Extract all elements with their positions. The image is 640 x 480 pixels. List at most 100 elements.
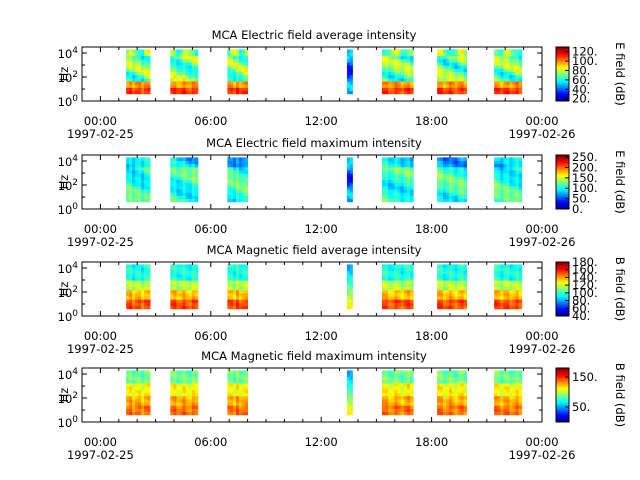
spectrogram-cell xyxy=(437,289,441,294)
spectrogram-cell xyxy=(230,392,234,397)
spectrogram-cell xyxy=(506,283,510,287)
spectrogram-cell xyxy=(463,405,467,409)
spectrogram-cell xyxy=(135,370,139,374)
spectrogram-cell xyxy=(132,179,136,184)
colorbar: 180.160.140.120.100.80.60.40. B field (dB… xyxy=(555,255,627,323)
spectrogram-cell xyxy=(346,71,351,76)
spectrogram-cell xyxy=(173,49,177,53)
spectrogram-cell xyxy=(176,277,180,281)
spectrogram-cell xyxy=(238,264,243,268)
spectrogram-cell xyxy=(403,289,408,294)
spectrogram-cell xyxy=(381,289,386,294)
spectrogram-cell xyxy=(512,195,517,200)
spectrogram-cell xyxy=(132,373,136,378)
spectrogram-cell xyxy=(238,166,243,171)
spectrogram-cell xyxy=(346,157,351,161)
spectrogram-cell xyxy=(460,195,465,200)
spectrogram-cell xyxy=(503,163,507,168)
spectrogram-cell xyxy=(385,176,389,180)
spectrogram-cell xyxy=(457,157,462,161)
spectrogram-cell xyxy=(509,52,513,57)
spectrogram-cell xyxy=(238,373,243,378)
spectrogram-cell xyxy=(141,267,145,272)
spectrogram-cell xyxy=(349,386,353,390)
spectrogram-cell xyxy=(388,173,392,177)
spectrogram-cell xyxy=(506,386,510,390)
spectrogram-cell xyxy=(141,286,145,291)
spectrogram-cell xyxy=(381,179,386,184)
spectrogram-cell xyxy=(406,166,411,171)
spectrogram-cell xyxy=(132,160,136,165)
spectrogram-cell xyxy=(437,176,441,180)
spectrogram-cell xyxy=(440,286,444,291)
spectrogram-cell xyxy=(451,305,456,310)
spectrogram-cell xyxy=(138,74,142,79)
spectrogram-cell xyxy=(230,280,234,284)
spectrogram-cell xyxy=(170,65,174,69)
spectrogram-cell xyxy=(147,189,151,193)
spectrogram-cell xyxy=(454,71,459,76)
spectrogram-cell xyxy=(506,277,510,281)
spectrogram-cell xyxy=(410,289,414,294)
spectrogram-cell xyxy=(132,370,136,374)
spectrogram-cell xyxy=(457,52,462,57)
spectrogram-cell xyxy=(230,49,234,53)
spectrogram-cell xyxy=(185,160,190,165)
spectrogram-cell xyxy=(506,58,510,63)
spectrogram-cell xyxy=(233,192,237,196)
spectrogram-cell xyxy=(129,283,133,287)
spectrogram-cell xyxy=(233,302,237,307)
spectrogram-cell xyxy=(236,280,240,284)
spectrogram-cell xyxy=(445,370,450,374)
spectrogram-cell xyxy=(443,166,447,171)
spectrogram-cell xyxy=(397,283,402,287)
spectrogram-cell xyxy=(179,389,183,393)
x-tick-label: 00:00 xyxy=(84,222,117,236)
spectrogram-cell xyxy=(451,405,456,409)
spectrogram-cell xyxy=(346,289,351,294)
spectrogram-cell xyxy=(437,163,441,168)
spectrogram-cell xyxy=(445,376,450,381)
spectrogram-cell xyxy=(460,176,465,180)
spectrogram-cell xyxy=(176,296,180,300)
spectrogram-cell xyxy=(349,296,353,300)
spectrogram-cell xyxy=(403,386,408,390)
spectrogram-cell xyxy=(185,386,190,390)
spectrogram-cell xyxy=(454,52,459,57)
spectrogram-cell xyxy=(400,68,405,72)
spectrogram-cell xyxy=(349,286,353,291)
spectrogram-cell xyxy=(233,299,237,303)
spectrogram-cell xyxy=(518,376,523,381)
spectrogram-cell xyxy=(451,299,456,303)
spectrogram-cell xyxy=(126,292,130,297)
spectrogram-cell xyxy=(238,383,243,387)
spectrogram-segment xyxy=(227,49,248,95)
spectrogram-cell xyxy=(400,179,405,184)
spectrogram-cell xyxy=(385,65,389,69)
spectrogram-cell xyxy=(497,398,501,403)
spectrogram-cell xyxy=(451,58,456,63)
spectrogram-cell xyxy=(391,386,395,390)
spectrogram-cell xyxy=(170,373,174,378)
spectrogram-cell xyxy=(454,299,459,303)
spectrogram-cell xyxy=(191,305,196,310)
spectrogram-cell xyxy=(346,52,351,57)
spectrogram-cell xyxy=(170,379,174,384)
panel-3: MCA Magnetic field average intensityHz10… xyxy=(57,243,627,356)
spectrogram-cell xyxy=(506,157,510,161)
spectrogram-cell xyxy=(494,392,498,397)
spectrogram-cell xyxy=(440,370,444,374)
spectrogram-cell xyxy=(241,264,246,268)
spectrogram-cell xyxy=(230,264,234,268)
spectrogram-cell xyxy=(457,383,462,387)
spectrogram-cell xyxy=(194,52,199,57)
spectrogram-cell xyxy=(518,81,523,85)
colorbar-cell xyxy=(556,368,569,370)
spectrogram-cell xyxy=(515,389,520,393)
spectrogram-cell xyxy=(512,405,517,409)
spectrogram-cell xyxy=(141,383,145,387)
spectrogram-cell xyxy=(346,267,351,272)
spectrogram-cell xyxy=(463,58,467,63)
spectrogram-cell xyxy=(500,195,504,200)
spectrogram-cell xyxy=(443,292,447,297)
